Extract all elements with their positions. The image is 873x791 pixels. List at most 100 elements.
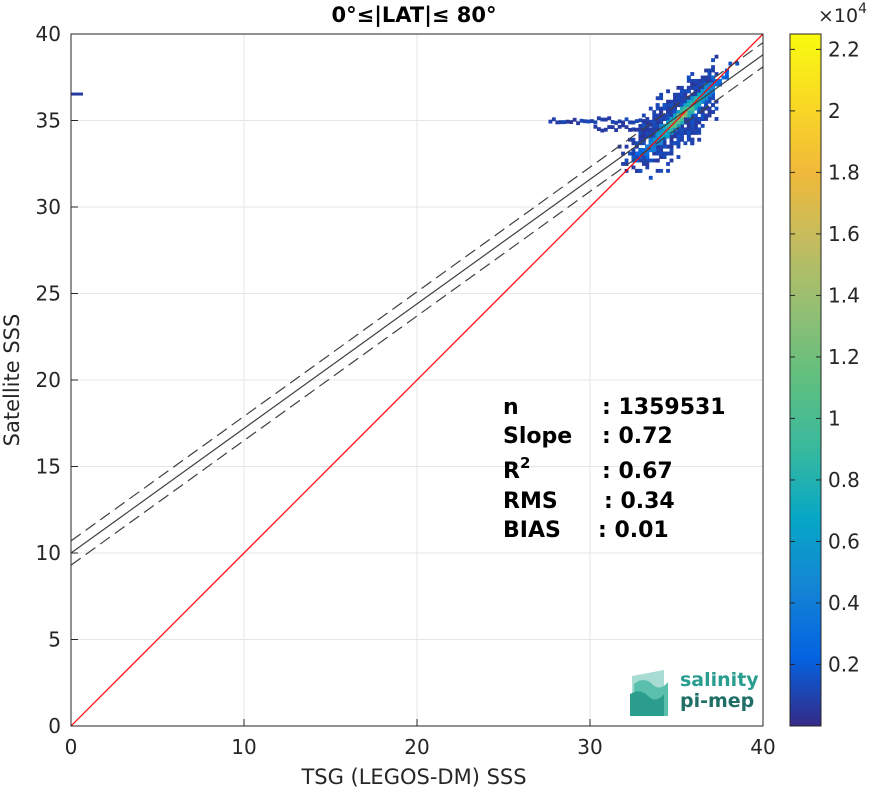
- density-cell: [648, 122, 653, 127]
- density-cell: [700, 99, 705, 104]
- density-cell: [617, 119, 622, 124]
- density-cell: [638, 134, 643, 139]
- density-cell: [565, 119, 570, 124]
- density-cell: [679, 127, 684, 132]
- density-cell: [693, 123, 698, 128]
- density-cell: [686, 99, 691, 104]
- density-cell: [655, 103, 660, 108]
- density-cell: [676, 144, 681, 149]
- density-cell: [551, 117, 556, 122]
- density-cell: [655, 148, 660, 153]
- density-cell: [690, 99, 695, 104]
- density-cell: [586, 119, 591, 124]
- density-cell: [707, 68, 712, 73]
- density-cell: [662, 127, 667, 132]
- density-cell: [610, 125, 615, 130]
- density-cell: [666, 130, 670, 135]
- density-cell: [679, 137, 684, 142]
- density-cell: [655, 106, 660, 111]
- density-cell: [600, 117, 605, 122]
- stat-superscript: 2: [520, 454, 530, 472]
- density-cell: [666, 106, 670, 111]
- density-cell: [655, 130, 660, 135]
- stat-label: BIAS: [503, 518, 561, 543]
- density-cell: [655, 144, 660, 149]
- density-cell: [593, 120, 598, 125]
- density-cell: [697, 99, 702, 104]
- density-cell: [652, 110, 657, 114]
- density-cell: [686, 137, 691, 142]
- density-cell: [673, 141, 677, 146]
- density-cell: [645, 128, 650, 133]
- density-cell: [676, 127, 681, 132]
- density-cell: [697, 103, 702, 108]
- density-cell: [666, 117, 670, 121]
- density-cell: [686, 123, 691, 128]
- density-cell: [638, 168, 643, 173]
- density-cell: [679, 106, 684, 111]
- density-cell: [610, 120, 615, 124]
- density-cell: [662, 117, 667, 121]
- density-cell: [631, 137, 636, 142]
- density-cell: [631, 165, 636, 170]
- y-tick-label: 35: [36, 109, 61, 133]
- density-cell: [659, 148, 664, 153]
- density-cell: [659, 127, 664, 132]
- density-cell: [704, 92, 709, 97]
- density-cell: [704, 113, 709, 118]
- density-cell: [562, 120, 567, 125]
- density-cell: [697, 120, 702, 125]
- density-cell: [700, 117, 705, 121]
- salinity-pi-mep-logo: salinity pi-mep: [630, 669, 759, 716]
- stat-label: RMS: [503, 489, 558, 514]
- x-tick-label: 40: [750, 735, 775, 759]
- colorbar-tick-label: 0.8: [828, 468, 860, 492]
- density-cell: [704, 103, 709, 108]
- density-cell: [673, 99, 677, 104]
- density-cell: [641, 141, 646, 146]
- density-cell: [686, 120, 691, 125]
- density-cell: [576, 121, 581, 126]
- x-tick-label: 0: [65, 735, 78, 759]
- density-cell: [714, 54, 719, 59]
- density-cell: [621, 162, 625, 166]
- density-cell: [648, 130, 653, 135]
- density-cell: [673, 127, 677, 132]
- density-cell: [603, 127, 608, 132]
- density-cell: [697, 127, 702, 132]
- density-cell: [645, 144, 650, 149]
- y-tick-label: 25: [36, 282, 61, 306]
- density-cell: [641, 137, 646, 142]
- density-cell: [711, 75, 715, 80]
- stat-value: : 0.01: [598, 518, 669, 543]
- density-cell: [679, 92, 684, 97]
- density-cell: [711, 103, 715, 108]
- density-cell: [676, 155, 681, 159]
- density-cell: [690, 82, 695, 87]
- density-cell: [666, 134, 670, 139]
- x-axis-label: TSG (LEGOS-DM) SSS: [300, 765, 526, 789]
- density-cell: [700, 123, 705, 128]
- density-cell: [655, 151, 660, 156]
- density-cell: [679, 134, 684, 139]
- density-cell: [607, 125, 612, 129]
- y-tick-label: 10: [36, 541, 61, 565]
- density-cell: [676, 134, 681, 139]
- density-cell: [669, 99, 674, 104]
- density-cell: [659, 117, 664, 121]
- density-cell: [700, 106, 705, 111]
- density-cell: [662, 113, 667, 118]
- density-cell: [638, 148, 643, 153]
- density-cell: [718, 82, 722, 87]
- density-cell: [724, 72, 729, 76]
- density-cell: [697, 130, 702, 135]
- density-cell: [673, 123, 677, 128]
- density-cell: [707, 99, 712, 104]
- density-cell: [690, 137, 695, 142]
- density-cell: [707, 75, 712, 80]
- density-cell: [686, 110, 691, 114]
- density-cell: [676, 85, 681, 90]
- density-cell: [659, 96, 664, 101]
- density-cell: [617, 124, 622, 129]
- density-cell: [638, 151, 643, 156]
